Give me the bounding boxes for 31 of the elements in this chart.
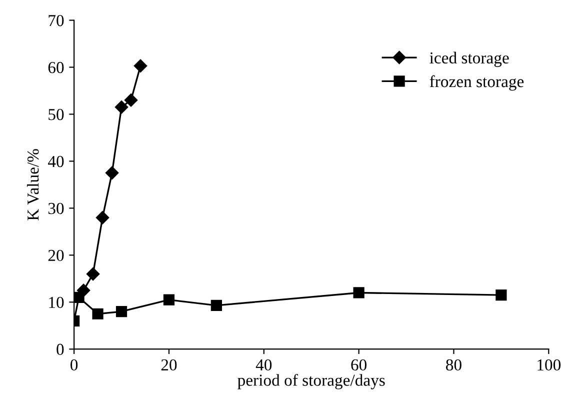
- point: [134, 59, 148, 72]
- y-tick-label: 30: [48, 202, 64, 214]
- y-tick-label: 20: [48, 250, 64, 262]
- x-tick-label: 60: [351, 359, 367, 371]
- legend-label: iced storage: [430, 52, 509, 67]
- y-tick-label: 60: [48, 62, 64, 74]
- y-tick-label: 10: [49, 296, 64, 308]
- y-tick-label: 40: [48, 156, 64, 168]
- point: [96, 210, 110, 224]
- legend-label: frozen storage: [430, 75, 524, 91]
- x-tick-label: 100: [538, 359, 561, 371]
- point: [86, 267, 100, 281]
- point: [124, 94, 138, 107]
- y-axis-title: K Value/%: [26, 149, 39, 220]
- point: [163, 294, 175, 306]
- y-tick-label: 70: [48, 14, 64, 26]
- point: [353, 287, 364, 298]
- y-tick-label: 50: [48, 108, 64, 120]
- x-tick-label: 0: [70, 359, 78, 371]
- x-axis-title: period of storage/days: [238, 374, 385, 390]
- x-tick-label: 40: [256, 359, 272, 371]
- point: [105, 166, 119, 180]
- y-tick-label: 0: [56, 344, 64, 356]
- point: [496, 290, 507, 301]
- x-tick-label: 80: [446, 359, 462, 371]
- point: [210, 300, 222, 311]
- point: [116, 306, 128, 318]
- point: [74, 292, 84, 303]
- point: [92, 308, 104, 320]
- x-tick-label: 20: [161, 359, 177, 371]
- point: [114, 100, 128, 114]
